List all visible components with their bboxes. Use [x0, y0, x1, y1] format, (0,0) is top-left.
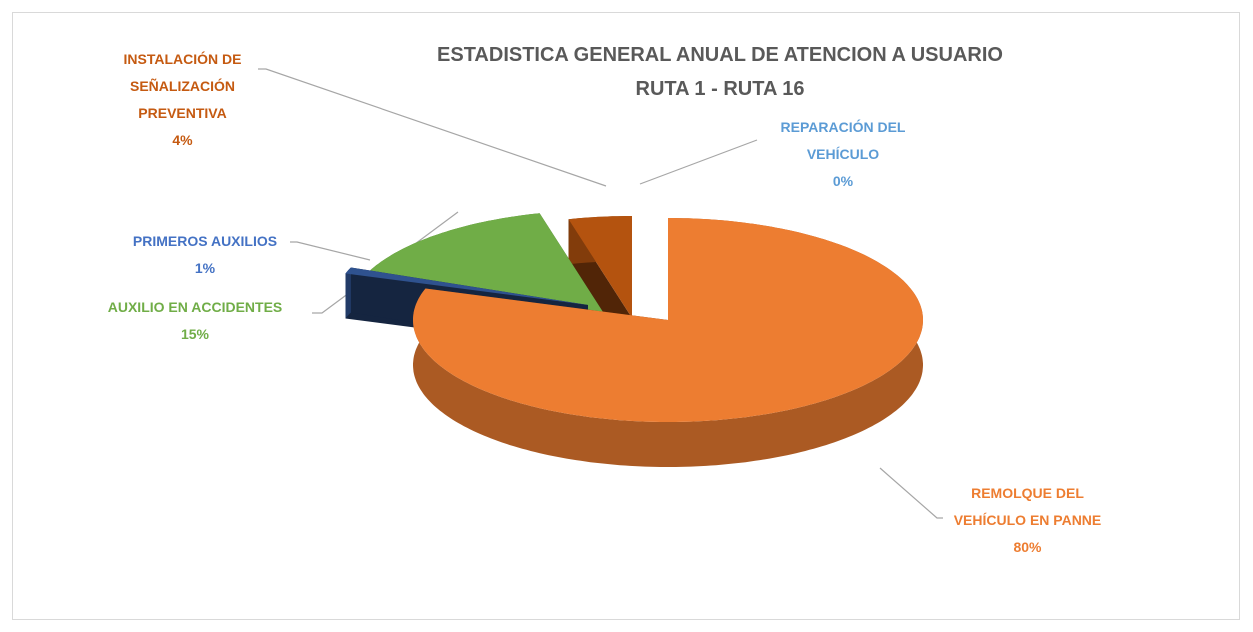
slice-side: [345, 267, 351, 319]
data-label: PRIMEROS AUXILIOS 1%: [110, 228, 300, 282]
value-label: 1%: [194, 260, 216, 276]
value-label: 0%: [832, 173, 854, 189]
chart-subtitle: RUTA 1 - RUTA 16: [635, 78, 805, 100]
value-label: 15%: [180, 326, 210, 342]
category-label: REPARACIÓN DEL VEHÍCULO: [780, 119, 906, 162]
slice: [345, 267, 588, 305]
slice: [365, 213, 603, 312]
slice: [413, 218, 923, 422]
leader-line: [879, 467, 943, 519]
slice: [568, 216, 632, 318]
category-label: REMOLQUE DEL VEHÍCULO EN PANNE: [953, 485, 1102, 528]
leader-line: [639, 139, 758, 185]
chart-title: ESTADISTICA GENERAL ANUAL DE ATENCION A …: [437, 44, 1003, 66]
value-label: 80%: [1013, 539, 1042, 555]
data-label: REPARACIÓN DEL VEHÍCULO 0%: [763, 114, 923, 195]
leader-line: [258, 68, 607, 187]
pie: [345, 213, 923, 467]
leader-line: [290, 241, 371, 261]
data-label: INSTALACIÓN DE SEÑALIZACIÓN PREVENTIVA 4%: [110, 46, 255, 154]
category-label: AUXILIO EN ACCIDENTES: [107, 299, 283, 315]
category-label: INSTALACIÓN DE SEÑALIZACIÓN PREVENTIVA: [123, 51, 242, 121]
data-label: REMOLQUE DEL VEHÍCULO EN PANNE 80%: [940, 480, 1115, 561]
value-label: 4%: [172, 132, 193, 148]
data-label: AUXILIO EN ACCIDENTES 15%: [90, 294, 300, 348]
category-label: PRIMEROS AUXILIOS: [132, 233, 278, 249]
